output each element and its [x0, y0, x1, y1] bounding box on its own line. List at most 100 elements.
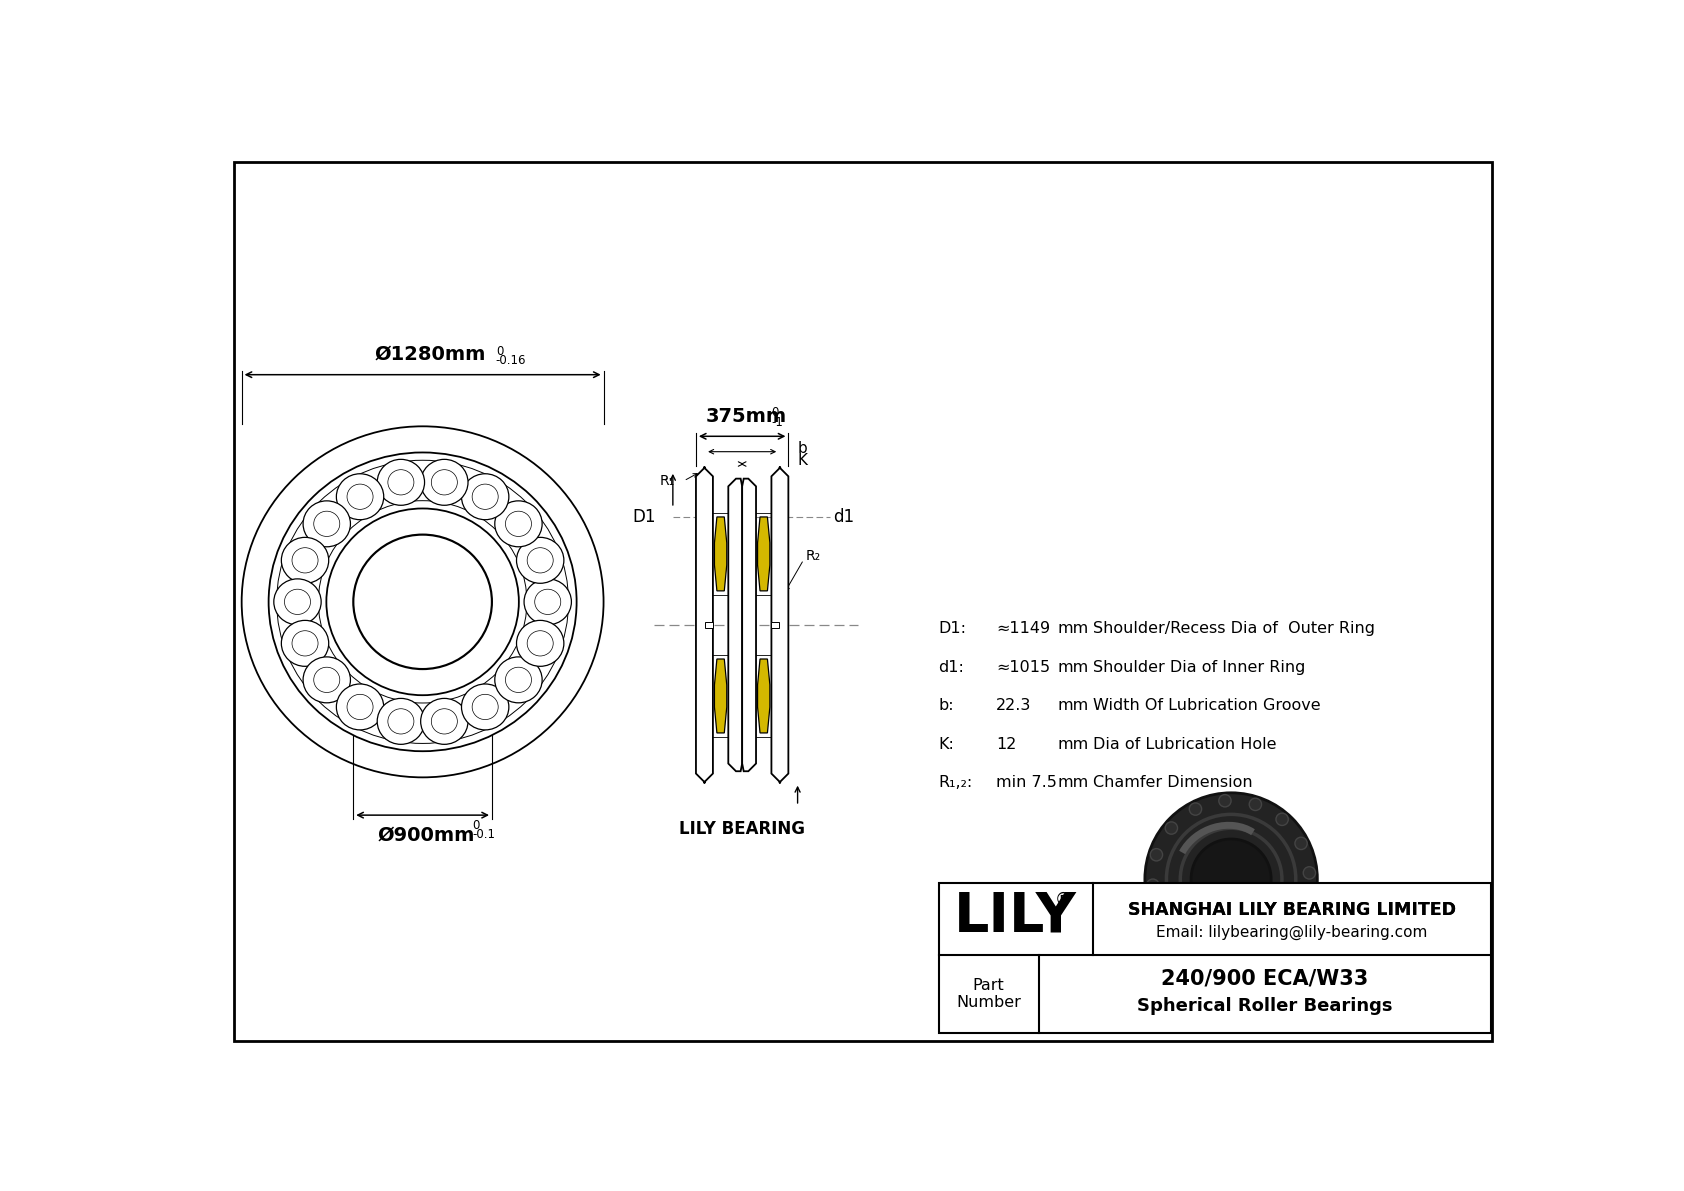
- Bar: [706, 622, 712, 628]
- Text: 12: 12: [997, 737, 1017, 752]
- Ellipse shape: [281, 537, 328, 584]
- Circle shape: [1189, 803, 1202, 815]
- Ellipse shape: [505, 511, 532, 536]
- Text: -0.16: -0.16: [495, 354, 527, 367]
- Polygon shape: [695, 467, 712, 782]
- Text: 240/900 ECA/W33: 240/900 ECA/W33: [1162, 969, 1369, 989]
- Ellipse shape: [505, 667, 532, 692]
- Ellipse shape: [274, 579, 322, 625]
- Circle shape: [1261, 943, 1273, 955]
- Text: -0.1: -0.1: [473, 828, 495, 841]
- Text: Shoulder/Recess Dia of  Outer Ring: Shoulder/Recess Dia of Outer Ring: [1093, 622, 1374, 636]
- Ellipse shape: [347, 694, 374, 719]
- Text: Spherical Roller Bearings: Spherical Roller Bearings: [1137, 997, 1393, 1015]
- Circle shape: [1303, 867, 1315, 879]
- Text: LILY BEARING: LILY BEARING: [679, 819, 805, 837]
- Circle shape: [1231, 952, 1243, 964]
- Ellipse shape: [347, 484, 374, 510]
- Circle shape: [1295, 837, 1307, 849]
- Text: K:: K:: [938, 737, 955, 752]
- Text: mm: mm: [1058, 737, 1090, 752]
- Circle shape: [1300, 897, 1312, 910]
- Circle shape: [1201, 948, 1212, 960]
- Circle shape: [1150, 849, 1162, 861]
- Text: D1: D1: [633, 509, 657, 526]
- Text: d1:: d1:: [938, 660, 965, 675]
- Ellipse shape: [472, 484, 498, 510]
- Text: R₁,₂:: R₁,₂:: [938, 775, 973, 791]
- Ellipse shape: [337, 684, 384, 730]
- Polygon shape: [714, 517, 727, 591]
- Polygon shape: [714, 659, 727, 732]
- Circle shape: [1250, 798, 1261, 811]
- Text: LILY: LILY: [955, 890, 1078, 943]
- Text: Width Of Lubrication Groove: Width Of Lubrication Groove: [1093, 698, 1320, 713]
- Ellipse shape: [472, 694, 498, 719]
- Ellipse shape: [291, 548, 318, 573]
- Circle shape: [1276, 813, 1288, 825]
- Text: 375mm: 375mm: [706, 407, 786, 426]
- Text: 0: 0: [495, 344, 504, 357]
- Polygon shape: [743, 479, 756, 772]
- Ellipse shape: [354, 535, 492, 669]
- Text: 22.3: 22.3: [997, 698, 1032, 713]
- Circle shape: [1191, 838, 1271, 919]
- Text: b:: b:: [938, 698, 955, 713]
- Ellipse shape: [495, 657, 542, 703]
- Text: min 7.5: min 7.5: [997, 775, 1058, 791]
- Ellipse shape: [285, 590, 310, 615]
- Text: d1: d1: [834, 509, 854, 526]
- Text: Part
Number: Part Number: [957, 978, 1021, 1010]
- Text: Ø1280mm: Ø1280mm: [374, 345, 487, 364]
- Ellipse shape: [431, 709, 458, 734]
- Text: mm: mm: [1058, 775, 1090, 791]
- Ellipse shape: [461, 684, 509, 730]
- Text: mm: mm: [1058, 698, 1090, 713]
- Ellipse shape: [527, 631, 554, 656]
- Ellipse shape: [421, 460, 468, 505]
- Ellipse shape: [313, 667, 340, 692]
- Ellipse shape: [377, 460, 424, 505]
- Ellipse shape: [495, 501, 542, 547]
- Ellipse shape: [291, 631, 318, 656]
- Circle shape: [1145, 793, 1317, 965]
- Polygon shape: [727, 479, 743, 772]
- Text: b: b: [798, 441, 807, 456]
- Polygon shape: [758, 659, 770, 732]
- Text: mm: mm: [1058, 660, 1090, 675]
- Polygon shape: [771, 467, 788, 782]
- Text: Email: lilybearing@lily-bearing.com: Email: lilybearing@lily-bearing.com: [1157, 925, 1428, 940]
- Circle shape: [1147, 879, 1159, 891]
- Ellipse shape: [303, 657, 350, 703]
- Polygon shape: [758, 517, 770, 591]
- Ellipse shape: [327, 509, 519, 696]
- Text: ≈1149: ≈1149: [997, 622, 1051, 636]
- Ellipse shape: [387, 469, 414, 495]
- Text: SHANGHAI LILY BEARING LIMITED: SHANGHAI LILY BEARING LIMITED: [1128, 900, 1457, 919]
- Ellipse shape: [313, 511, 340, 536]
- Ellipse shape: [281, 621, 328, 666]
- Text: -1: -1: [771, 416, 783, 429]
- Ellipse shape: [527, 548, 554, 573]
- Circle shape: [1219, 794, 1231, 806]
- Circle shape: [1174, 933, 1186, 944]
- Text: mm: mm: [1058, 622, 1090, 636]
- Text: ≈1015: ≈1015: [997, 660, 1051, 675]
- Ellipse shape: [517, 621, 564, 666]
- Ellipse shape: [337, 474, 384, 519]
- Ellipse shape: [431, 469, 458, 495]
- Circle shape: [1165, 822, 1177, 834]
- Ellipse shape: [242, 426, 603, 778]
- Ellipse shape: [524, 579, 571, 625]
- Ellipse shape: [421, 698, 468, 744]
- Bar: [771, 622, 780, 628]
- Circle shape: [1155, 909, 1167, 921]
- Text: Chamfer Dimension: Chamfer Dimension: [1093, 775, 1253, 791]
- Bar: [938, 883, 1492, 1033]
- Text: ®: ®: [1054, 891, 1071, 909]
- Ellipse shape: [377, 698, 424, 744]
- Text: D1:: D1:: [938, 622, 967, 636]
- Text: Dia of Lubrication Hole: Dia of Lubrication Hole: [1093, 737, 1276, 752]
- Ellipse shape: [536, 590, 561, 615]
- Text: Ø900mm: Ø900mm: [377, 825, 475, 844]
